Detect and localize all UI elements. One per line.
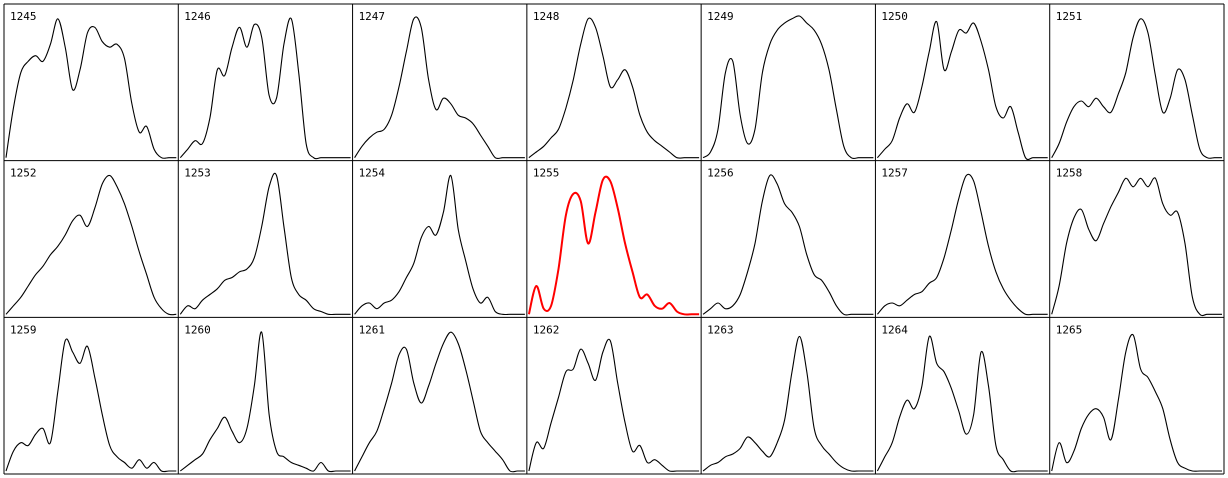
series-line — [702, 335, 874, 472]
panel-1249: 1249 — [702, 10, 874, 160]
panel-label: 1254 — [359, 167, 386, 180]
panel-1264: 1264 — [876, 323, 1048, 473]
series-line — [5, 338, 177, 473]
series-line — [528, 17, 700, 159]
panel-1248: 1248 — [528, 10, 700, 159]
panel-label: 1262 — [533, 323, 560, 336]
series-line — [876, 173, 1048, 316]
panel-label: 1253 — [184, 167, 211, 180]
panel-label: 1252 — [10, 167, 37, 180]
panel-label: 1250 — [881, 10, 908, 23]
panel-1259: 1259 — [5, 323, 177, 473]
panel-label: 1258 — [1056, 167, 1083, 180]
panel-1255: 1255 — [527, 167, 700, 316]
panel-label: 1246 — [184, 10, 211, 23]
panel-1253: 1253 — [179, 167, 351, 316]
series-line — [179, 331, 351, 473]
series-line — [354, 331, 525, 473]
series-line — [876, 335, 1048, 473]
panel-1246: 1246 — [179, 10, 351, 160]
panel-1254: 1254 — [354, 167, 525, 316]
series-line — [1051, 177, 1222, 317]
series-line — [5, 174, 177, 316]
panel-1258: 1258 — [1051, 167, 1222, 317]
panel-1263: 1263 — [702, 323, 874, 472]
panel-label: 1256 — [707, 167, 734, 180]
series-line — [702, 174, 874, 316]
panel-label: 1247 — [359, 10, 386, 23]
series-line — [179, 172, 351, 316]
panel-1251: 1251 — [1051, 10, 1222, 159]
panel-1245: 1245 — [5, 10, 177, 159]
panel-label: 1259 — [10, 323, 37, 336]
series-line — [1051, 333, 1222, 472]
panel-label: 1249 — [707, 10, 734, 23]
panel-label: 1257 — [881, 167, 908, 180]
panel-1262: 1262 — [528, 323, 700, 472]
panel-1247: 1247 — [354, 10, 525, 160]
panel-label: 1248 — [533, 10, 560, 23]
series-line — [354, 174, 525, 316]
series-line — [5, 18, 177, 159]
panel-1265: 1265 — [1051, 323, 1222, 472]
panel-label: 1261 — [359, 323, 386, 336]
panel-label: 1265 — [1056, 323, 1083, 336]
panel-1257: 1257 — [876, 167, 1048, 316]
series-line — [1051, 18, 1222, 159]
series-line — [354, 16, 525, 160]
series-line — [702, 15, 874, 160]
panel-1260: 1260 — [179, 323, 351, 473]
panel-1252: 1252 — [5, 167, 177, 316]
panel-label: 1255 — [533, 167, 560, 180]
panel-1250: 1250 — [876, 10, 1048, 161]
panel-1261: 1261 — [354, 323, 525, 473]
series-line — [179, 17, 351, 160]
panel-label: 1264 — [881, 323, 908, 336]
panel-label: 1245 — [10, 10, 37, 23]
series-line — [528, 338, 700, 472]
panel-label: 1251 — [1056, 10, 1083, 23]
panel-label: 1263 — [707, 323, 734, 336]
panel-1256: 1256 — [702, 167, 874, 316]
panel-label: 1260 — [184, 323, 211, 336]
series-line-highlighted — [527, 175, 700, 316]
series-line — [876, 21, 1048, 161]
